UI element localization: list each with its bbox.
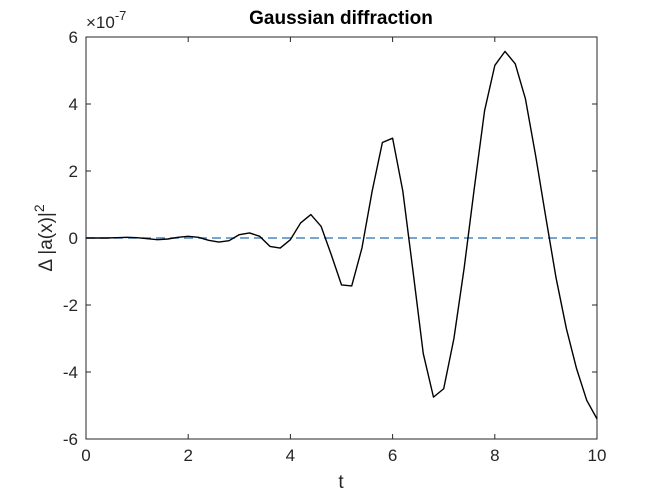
series-layer (86, 50, 598, 420)
y-exponent-power: -7 (115, 8, 127, 23)
x-tick-label: 2 (183, 446, 192, 465)
y-tick-label: -4 (63, 363, 78, 382)
x-tick-label: 6 (388, 446, 397, 465)
x-tick-label: 0 (81, 446, 90, 465)
y-tick-label: -2 (63, 296, 78, 315)
y-axis-label-sup: 2 (31, 204, 47, 212)
y-axis-label-main: Δ |a(x)| (36, 212, 57, 272)
y-tick-labels: -6 -4 -2 0 2 4 6 (63, 28, 78, 449)
y-exponent-label: ×10-7 (86, 8, 126, 32)
x-tick-label: 4 (286, 446, 295, 465)
y-axis-label: Δ |a(x)|2 (31, 204, 57, 272)
x-axis-label: t (338, 472, 344, 493)
x-tick-labels: 0 2 4 6 8 10 (81, 446, 606, 465)
y-tick-label: 4 (69, 95, 78, 114)
x-tick-label: 8 (490, 446, 499, 465)
y-tick-label: 2 (69, 162, 78, 181)
y-tick-label: -6 (63, 430, 78, 449)
x-tick-label: 10 (588, 446, 607, 465)
difference-curve-line (86, 50, 598, 420)
chart-title: Gaussian diffraction (249, 8, 433, 29)
y-tick-label: 6 (69, 28, 78, 47)
y-tick-label: 0 (69, 229, 78, 248)
